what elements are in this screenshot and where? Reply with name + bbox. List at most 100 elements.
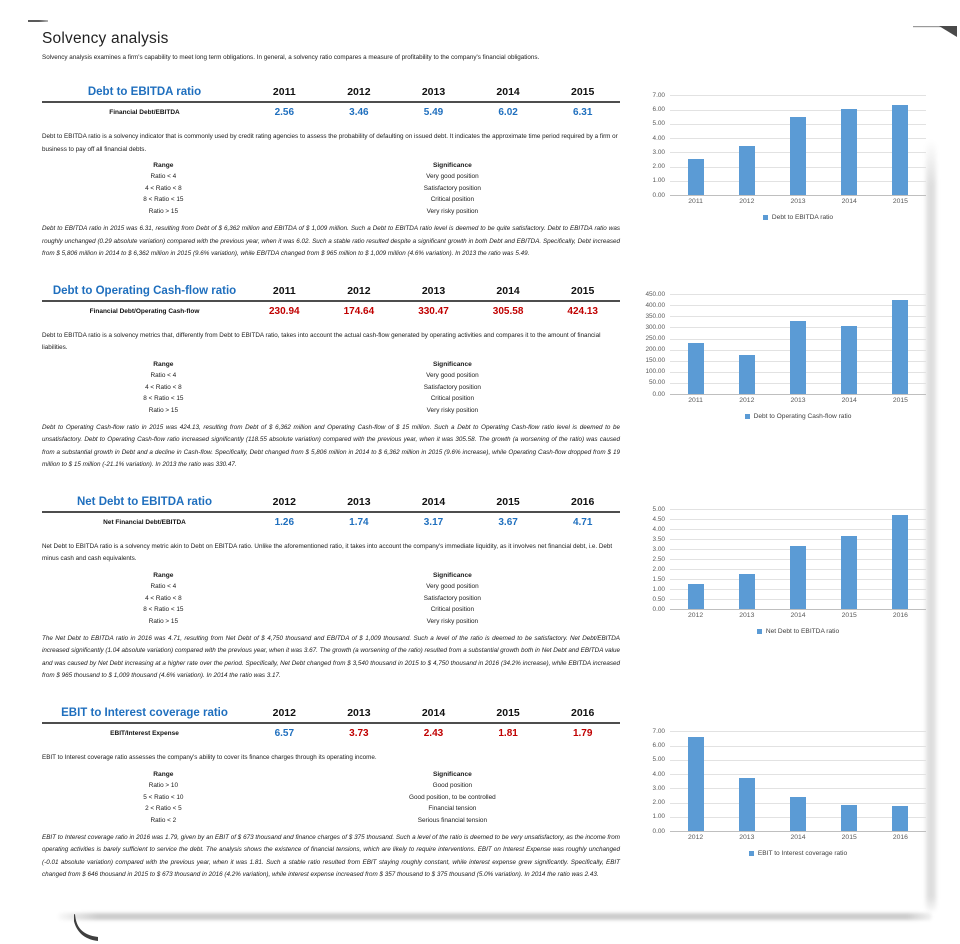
y-tick-label: 400.00 (645, 301, 665, 309)
bar-slot (772, 294, 823, 395)
ratio-table: Debt to EBITDA ratio 2011 2012 2013 2014 201… (42, 86, 620, 118)
section-description: Net Debt to EBITDA ratio is a solvency m… (42, 543, 613, 563)
ratio-value: 4.71 (572, 517, 593, 529)
year-header: 2013 (421, 285, 446, 298)
y-axis-labels: 0.00 50.00 100.00 150.00 200.00 250.00 300.00 3… (634, 291, 670, 398)
y-tick-label: 4.00 (652, 770, 665, 778)
year-header: 2015 (496, 496, 520, 509)
x-tick-label: 2013 (790, 198, 806, 206)
bar-slot (721, 95, 772, 196)
range-cell: 8 < Ratio < 15 (143, 606, 184, 614)
ratio-table-header: Net Debt to EBITDA ratio 2012 2013 2014 201… (42, 496, 620, 514)
year-header: 2015 (571, 86, 595, 99)
section-title: Debt to EBITDA ratio (87, 86, 202, 99)
chart-legend: Net Debt to EBITDA ratio (670, 628, 926, 635)
y-tick-label: 2.00 (652, 565, 665, 573)
x-tick-label: 2011 (688, 397, 703, 405)
significance-cell: Critical position (430, 606, 475, 614)
range-cell: Ratio > 15 (148, 207, 179, 215)
ratio-table-header: Debt to EBITDA ratio 2011 2012 2013 2014 201… (42, 86, 620, 104)
range-cell: 4 < Ratio < 8 (145, 383, 182, 391)
bar (687, 342, 704, 395)
x-tick-label: 2015 (892, 198, 908, 206)
bar-slot (721, 731, 772, 832)
bars (670, 731, 926, 832)
ratio-table-values: Net Financial Debt/EBITDA 1.26 1.74 3.17 3.… (42, 513, 620, 528)
significance-cell: Very risky position (426, 406, 479, 414)
bar (687, 584, 704, 610)
y-tick-label: 5.00 (652, 120, 665, 128)
significance-cell: Good position (432, 782, 473, 790)
plot-area (670, 731, 926, 833)
section-title: EBIT to Interest coverage ratio (61, 707, 228, 720)
section-description: Debt to EBITDA ratio is a solvency indic… (42, 133, 618, 153)
ratio-value: 1.74 (349, 517, 369, 529)
ratio-value: 6.31 (572, 107, 593, 119)
ratio-table-values: EBIT/Interest Expense 6.57 3.73 2.43 1.81 1.… (42, 724, 620, 739)
significance-cell: Critical position (430, 196, 475, 204)
legend-label: Net Debt to EBITDA ratio (765, 628, 840, 636)
page-fold-corner-icon (913, 26, 957, 37)
x-tick-row: 2011 2012 2013 2014 2015 (670, 397, 926, 404)
x-tick-label: 2016 (892, 834, 908, 842)
range-cell: Ratio > 10 (148, 782, 179, 790)
x-tick-row: 2012 2013 2014 2015 2016 (670, 612, 926, 619)
section-ebit-to-interest-coverage-ratio: EBIT to Interest coverage ratio 2012 2013… (42, 707, 926, 881)
x-tick-label: 2015 (841, 834, 857, 842)
bar-chart: 0.00 1.00 2.00 3.00 4.00 5.00 6.00 7.00 2012 2013… (634, 728, 926, 857)
significance-cell: Critical position (430, 395, 475, 403)
bar (790, 796, 806, 832)
intro-paragraph: Solvency analysis examines a firm's capa… (42, 54, 540, 61)
x-tick-row: 2011 2012 2013 2014 2015 (670, 198, 926, 205)
gridline (670, 316, 926, 318)
range-cell: Ratio < 2 (150, 816, 177, 824)
y-tick-label: 2.00 (652, 163, 665, 171)
significance-cell: Serious financial tension (417, 816, 487, 824)
bar-slot (670, 509, 721, 610)
x-axis-spacer (634, 397, 670, 404)
significance-header: Significance (432, 161, 472, 169)
gridline (670, 519, 926, 521)
significance-cell: Good position, to be controlled (409, 793, 496, 801)
year-header: 2016 (571, 707, 595, 720)
ratio-table: Net Debt to EBITDA ratio 2012 2013 2014 201… (42, 496, 620, 528)
bar-slot (670, 731, 721, 832)
y-tick-label: 7.00 (652, 91, 665, 99)
y-tick-label: 1.00 (652, 177, 665, 185)
range-header: Range (153, 161, 174, 169)
metric-label: Financial Debt/EBITDA (109, 109, 180, 117)
range-cell: Ratio < 4 (150, 173, 177, 181)
section-description: Debt to EBITDA ratio is a solvency metri… (42, 332, 601, 352)
ratio-value: 1.26 (274, 517, 295, 529)
bar (790, 545, 806, 610)
bars (670, 509, 926, 610)
x-tick-label: 2013 (739, 612, 755, 620)
y-tick-label: 4.50 (652, 515, 665, 523)
bar (687, 158, 704, 196)
chart-legend: EBIT to Interest coverage ratio (670, 850, 926, 857)
chart-column: 0.00 0.50 1.00 1.50 2.00 2.50 3.00 3.50 4.00 4.50… (634, 496, 926, 682)
gridline (670, 529, 926, 531)
significance-header: Significance (432, 571, 472, 579)
x-axis-labels: 2011 2012 2013 2014 2015 (634, 198, 926, 205)
chart-body: 0.00 0.50 1.00 1.50 2.00 2.50 3.00 3.50 4.00 4.50… (634, 506, 926, 613)
gridline (670, 788, 926, 790)
ratio-value: 3.67 (498, 517, 518, 529)
x-tick-label: 2014 (790, 612, 806, 620)
bar-chart: 0.00 0.50 1.00 1.50 2.00 2.50 3.00 3.50 4.00 4.50… (634, 506, 926, 635)
section-title: Net Debt to EBITDA ratio (76, 496, 213, 509)
legend-marker-icon (762, 215, 768, 221)
x-tick-label: 2016 (892, 612, 908, 620)
ratio-table-header: Debt to Operating Cash-flow ratio 2011 20… (42, 285, 620, 303)
x-tick-label: 2011 (688, 198, 703, 206)
bar (841, 326, 858, 395)
x-tick-label: 2014 (790, 834, 806, 842)
metric-label: Financial Debt/Operating Cash-flow (89, 308, 200, 316)
significance-header: Significance (432, 770, 472, 778)
bar-slot (721, 509, 772, 610)
y-axis-labels: 0.00 0.50 1.00 1.50 2.00 2.50 3.00 3.50 4.00 4.50… (634, 506, 670, 613)
chart-body: 0.00 1.00 2.00 3.00 4.00 5.00 6.00 7.00 (634, 92, 926, 199)
y-tick-label: 150.00 (645, 357, 665, 365)
x-tick-label: 2015 (892, 397, 908, 405)
significance-cell: Very good position (426, 173, 479, 181)
